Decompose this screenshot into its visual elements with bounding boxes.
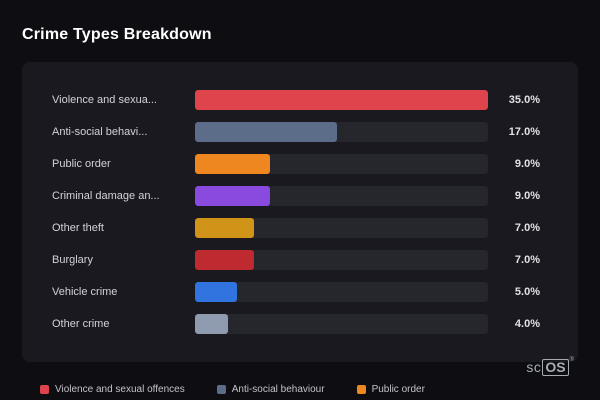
bar[interactable]	[195, 218, 254, 238]
bar-row: Other crime 4.0%	[52, 308, 540, 340]
bar-track	[195, 218, 488, 238]
legend-label: Violence and sexual offences	[55, 384, 185, 395]
value-label: 7.0%	[514, 254, 540, 266]
value-label: 7.0%	[514, 222, 540, 234]
legend-item[interactable]: Public order	[356, 384, 425, 395]
category-label: Burglary	[52, 254, 93, 266]
bar-track	[195, 282, 488, 302]
bar-track	[195, 186, 488, 206]
bar-track	[195, 154, 488, 174]
category-label: Anti-social behavi...	[52, 126, 148, 138]
bar[interactable]	[195, 186, 271, 206]
bar-row: Other theft 7.0%	[52, 212, 540, 244]
bar[interactable]	[195, 282, 237, 302]
bar-track	[195, 314, 488, 334]
bar-row: Violence and sexua... 35.0%	[52, 84, 540, 116]
category-label: Public order	[52, 158, 111, 170]
category-label: Other crime	[52, 318, 110, 330]
logo-prefix: sc	[526, 359, 542, 375]
chart-legend: Violence and sexual offences Anti-social …	[40, 384, 425, 395]
bar[interactable]	[195, 154, 271, 174]
bar[interactable]	[195, 250, 254, 270]
bar-track	[195, 90, 488, 110]
value-label: 9.0%	[514, 190, 540, 202]
bar-row: Anti-social behavi... 17.0%	[52, 116, 540, 148]
value-label: 35.0%	[508, 94, 540, 106]
scos-logo: sc OS ®	[526, 357, 574, 376]
bar[interactable]	[195, 314, 229, 334]
value-label: 5.0%	[514, 286, 540, 298]
legend-label: Public order	[371, 384, 425, 395]
legend-item[interactable]: Violence and sexual offences	[40, 384, 185, 395]
legend-swatch-icon	[40, 385, 49, 394]
value-label: 17.0%	[508, 126, 540, 138]
chart-card: Violence and sexua... 35.0% Anti-social be…	[22, 62, 578, 362]
bar-row: Public order 9.0%	[52, 148, 540, 180]
bar-track	[195, 250, 488, 270]
logo-suffix: OS	[542, 359, 569, 376]
legend-label: Anti-social behaviour	[231, 384, 325, 395]
bar-row: Criminal damage an... 9.0%	[52, 180, 540, 212]
value-label: 4.0%	[514, 318, 540, 330]
category-label: Vehicle crime	[52, 286, 118, 298]
value-label: 9.0%	[514, 158, 540, 170]
legend-swatch-icon	[356, 385, 366, 394]
legend-item[interactable]: Anti-social behaviour	[216, 384, 325, 395]
registered-mark: ®	[569, 357, 574, 363]
category-label: Other theft	[52, 222, 104, 234]
legend-swatch-icon	[216, 385, 226, 394]
bar-row: Burglary 7.0%	[52, 244, 540, 276]
bar[interactable]	[195, 90, 488, 110]
category-label: Criminal damage an...	[52, 190, 160, 202]
bar-row: Vehicle crime 5.0%	[52, 276, 540, 308]
page-title: Crime Types Breakdown	[22, 26, 212, 43]
bar[interactable]	[195, 122, 338, 142]
bar-track	[195, 122, 488, 142]
category-label: Violence and sexua...	[52, 94, 157, 106]
